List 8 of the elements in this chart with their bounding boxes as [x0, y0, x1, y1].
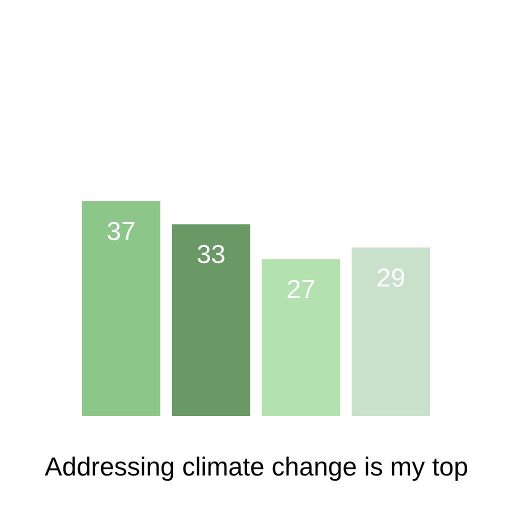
data-label: 37	[106, 216, 136, 246]
data-label: 27	[286, 274, 316, 304]
bar	[82, 201, 160, 416]
data-label: 33	[196, 239, 226, 270]
bar	[172, 224, 250, 416]
bar	[352, 247, 430, 416]
x-axis-title: Addressing climate change is my top	[44, 452, 468, 482]
bar	[262, 259, 340, 416]
